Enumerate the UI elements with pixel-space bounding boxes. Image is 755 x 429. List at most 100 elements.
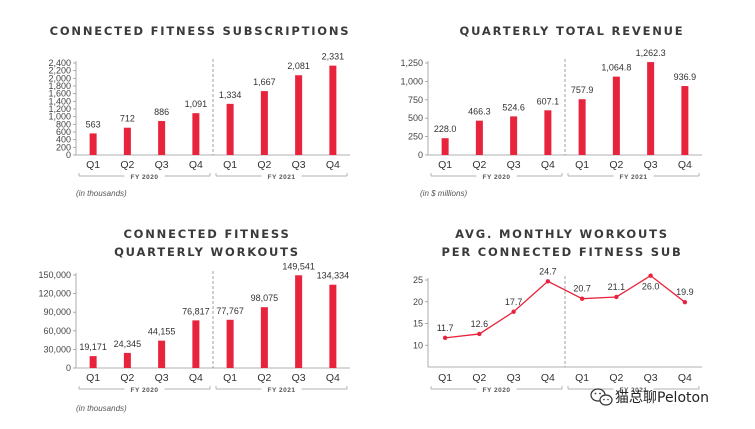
fiscal-year-label: FY 2020 [483,387,511,394]
y-tick-label: 1,200 [48,104,71,114]
data-label: 712 [120,114,135,124]
y-tick-label: 20 [413,297,423,307]
data-label: 563 [86,119,101,129]
bar [226,319,234,368]
fiscal-year-label: FY 2021 [620,174,648,181]
chart-title: CONNECTED FITNESS SUBSCRIPTIONS [50,24,351,38]
group-label-bg [261,384,302,394]
data-point [511,309,516,314]
y-tick-label: 60,000 [43,326,71,336]
bar [612,76,620,155]
fiscal-year-label: FY 2020 [483,174,511,181]
group-label-bg [261,171,302,181]
series-line [445,274,686,339]
bar [260,91,268,155]
x-tick-label: Q3 [155,159,169,171]
bar [295,75,303,155]
data-point [579,296,585,301]
data-label: 134,334 [317,271,350,281]
group-label-bg [476,171,517,181]
x-tick-label: Q1 [438,159,452,171]
wechat-icon [590,388,613,406]
bar [89,133,97,155]
data-label: 77,767 [216,306,244,316]
y-tick-label: 30,000 [43,344,71,354]
y-tick-label: 1,000 [400,76,423,86]
unit-note: (in $ millions) [420,189,467,198]
data-label: 11.7 [437,323,454,333]
x-tick-label: Q4 [326,372,340,384]
group-label-bg [124,171,165,181]
y-tick-label: 200 [56,142,71,152]
bar [578,99,586,155]
data-label: 1,667 [253,77,276,87]
data-label: 886 [154,107,169,117]
data-label: 936.9 [674,72,697,82]
x-tick-label: Q1 [223,372,237,384]
bar [329,284,337,368]
x-tick-label: Q4 [678,159,692,171]
y-tick-label: 1,400 [48,96,71,106]
chart-title: CONNECTED FITNESS [123,227,290,241]
bar [158,340,166,368]
fiscal-year-label: FY 2021 [268,387,296,394]
data-label: 2,331 [322,52,345,62]
fiscal-year-label: FY 2021 [620,387,648,394]
bar [192,113,200,155]
bar [158,121,166,155]
x-tick-label: Q1 [223,159,237,171]
group-label-bg [124,384,165,394]
data-point [614,294,619,300]
x-tick-label: Q4 [189,159,203,171]
data-point [682,299,688,305]
bar [192,320,200,368]
x-tick-label: Q3 [507,159,521,171]
y-tick-label: 2,000 [48,73,71,83]
bar [123,352,131,368]
data-label: 21.1 [608,282,626,292]
data-label: 44,155 [148,327,176,337]
fiscal-year-label: FY 2020 [131,387,159,394]
y-tick-label: 750 [408,95,423,105]
data-label: 228.0 [434,124,457,134]
x-tick-label: Q2 [257,372,271,384]
y-tick-label: 600 [56,127,71,137]
data-label: 98,075 [251,293,279,303]
y-tick-label: 250 [408,132,423,142]
data-label: 24,345 [114,339,142,349]
x-tick-label: Q3 [155,372,169,384]
x-tick-label: Q2 [120,159,134,171]
chart-title: QUARTERLY TOTAL REVENUE [460,24,685,38]
chart-title: AVG. MONTHLY WORKOUTS [455,227,669,241]
data-point [477,331,482,337]
y-tick-label: 0 [418,150,423,160]
y-tick-label: 2,200 [48,66,71,76]
data-label: 17.7 [505,297,523,307]
x-tick-label: Q4 [189,372,203,384]
bar [260,307,268,368]
data-label: 19,171 [79,342,107,352]
group-label-bg [476,384,517,394]
x-tick-label: Q3 [292,159,306,171]
group-label-bg [613,384,654,394]
x-tick-label: Q1 [86,372,100,384]
y-tick-label: 150,000 [38,270,71,280]
x-tick-label: Q1 [86,159,100,171]
fiscal-year-label: FY 2021 [268,174,296,181]
bar [329,65,337,155]
bar [295,275,303,368]
y-tick-label: 0 [66,363,71,373]
x-tick-label: Q4 [678,372,692,384]
data-label: 2,081 [287,61,310,71]
data-point [442,335,448,341]
data-point [545,279,551,284]
x-tick-label: Q1 [438,372,452,384]
data-label: 26.0 [642,282,660,292]
y-tick-label: 0 [66,150,71,160]
fiscal-year-label: FY 2020 [131,174,159,181]
bar [681,86,689,155]
bar [544,110,552,155]
data-label: 1,262.3 [636,48,666,58]
x-tick-label: Q2 [609,159,623,171]
data-label: 76,817 [182,306,210,316]
